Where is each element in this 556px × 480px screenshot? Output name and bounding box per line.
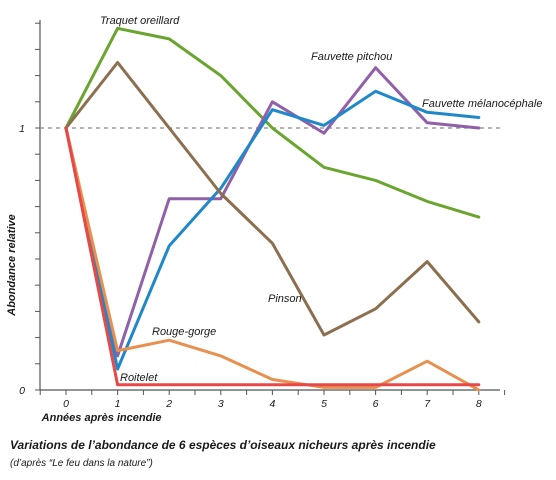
x-tick-label: 2 — [165, 398, 172, 410]
series-line-rouge-gorge — [64, 126, 481, 392]
series-layer — [64, 26, 481, 392]
series-label-fauvette-pitchou: Fauvette pitchou — [311, 51, 392, 63]
chart-title: Variations de l’abondance de 6 espèces d… — [10, 438, 436, 452]
y-tick-label: 1 — [19, 123, 25, 135]
x-axis-title: Années après incendie — [41, 412, 162, 424]
x-tick-label: 3 — [218, 398, 224, 410]
x-tick-label: 5 — [321, 398, 327, 410]
chart: 0 1 2 3 4 5 6 7 8 0 1 Années après incendie Abondanc… — [6, 15, 542, 424]
x-tick-label: 4 — [269, 398, 275, 410]
series-label-rouge-gorge: Rouge-gorge — [152, 326, 216, 338]
series-label-pinson: Pinson — [268, 293, 302, 305]
series-label-roitelet: Roitelet — [120, 372, 158, 384]
chart-subtitle: (d’après “Le feu dans la nature”) — [10, 458, 153, 469]
series-line-traquet-oreillard — [64, 26, 481, 219]
series-label-fauvette-m-lanoc-phale: Fauvette mélanocéphale — [422, 98, 542, 110]
series-line-roitelet — [64, 126, 481, 387]
x-tick-label: 6 — [373, 398, 379, 410]
x-tick-label: 1 — [115, 398, 121, 410]
series-line-pinson — [64, 61, 481, 337]
y-tick-label: 0 — [19, 385, 25, 397]
series-label-traquet-oreillard: Traquet oreillard — [100, 15, 180, 27]
axes: 0 1 2 3 4 5 6 7 8 0 1 Années après incendie Abondanc… — [6, 20, 506, 424]
x-tick-label: 0 — [63, 398, 69, 410]
x-tick-label: 8 — [476, 398, 482, 410]
y-axis-title: Abondance relative — [6, 214, 18, 316]
x-tick-label: 7 — [424, 398, 431, 410]
labels-layer: Traquet oreillard Fauvette pitchou Fauvett… — [100, 15, 542, 384]
series-line-fauvette-m-lanoc-phale — [64, 89, 481, 371]
